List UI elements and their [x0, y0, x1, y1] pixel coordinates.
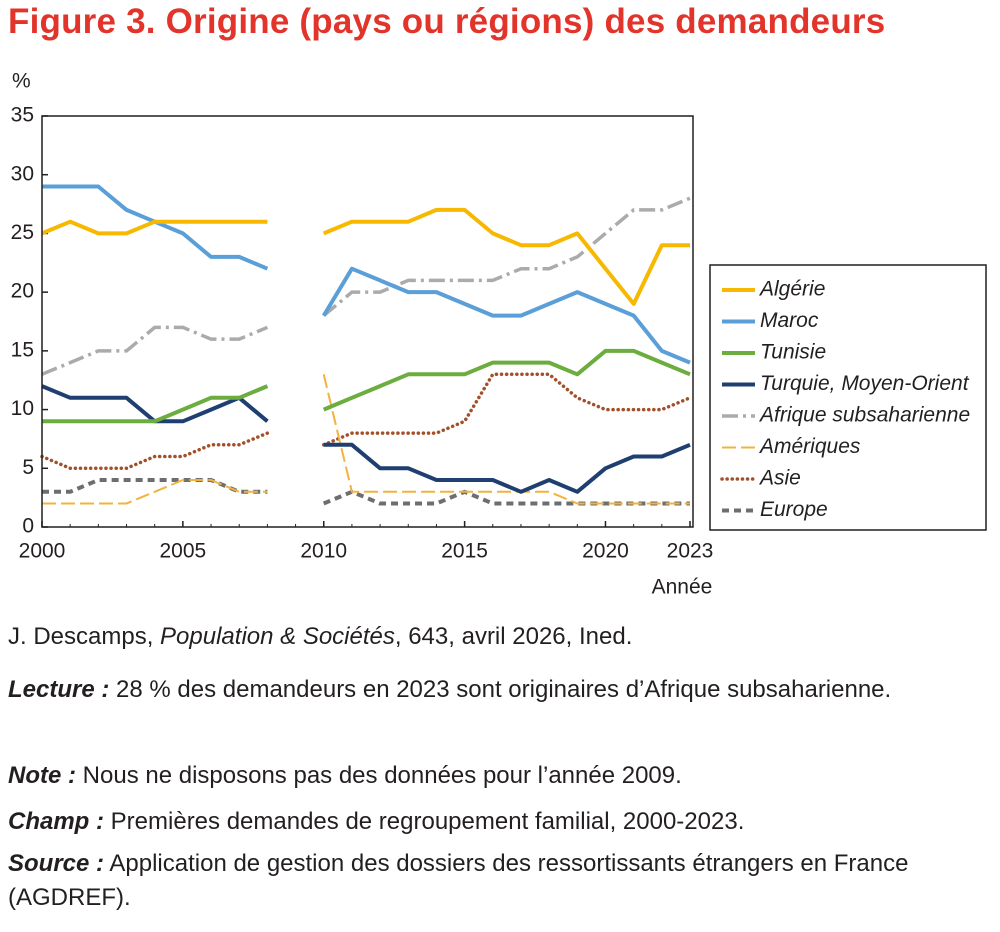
- series-line: [42, 348, 691, 424]
- y-tick-label: 5: [22, 456, 34, 479]
- champ-label: Champ :: [8, 808, 104, 835]
- y-tick-label: 20: [11, 280, 34, 303]
- x-tick-label: 2005: [160, 540, 207, 563]
- legend-label: Maroc: [760, 309, 819, 332]
- credit-journal: Population & Sociétés: [160, 623, 395, 650]
- y-tick-label: 10: [11, 397, 34, 420]
- champ: Champ : Premières demandes de regroupeme…: [8, 805, 988, 839]
- legend-label: Afrique subsaharienne: [758, 404, 970, 427]
- series-line: [40, 372, 692, 471]
- series-line: [41, 207, 690, 306]
- legend-box: [709, 264, 987, 531]
- series-line: [41, 384, 691, 494]
- x-tick-label: 2015: [441, 540, 488, 563]
- x-tick-label: 2000: [19, 540, 66, 563]
- y-tick-label: 0: [22, 515, 34, 538]
- champ-text: Premières demandes de regroupement famil…: [104, 808, 745, 835]
- legend-label: Tunisie: [760, 341, 826, 364]
- source-label: Source :: [8, 850, 105, 877]
- y-tick-label: 30: [11, 162, 34, 185]
- x-tick-label: 2023: [667, 540, 714, 563]
- note-text: Nous ne disposons pas des données pour l…: [76, 762, 682, 789]
- series-line: [41, 196, 691, 376]
- x-axis-label: Année: [652, 576, 713, 599]
- credit: J. Descamps, Population & Sociétés, 643,…: [8, 620, 988, 654]
- y-tick-label: 25: [11, 221, 34, 244]
- legend-label: Amériques: [758, 435, 861, 458]
- series-line: [42, 184, 691, 365]
- x-tick-label: 2020: [582, 540, 629, 563]
- lecture-label: Lecture :: [8, 676, 110, 703]
- y-tick-label: 15: [11, 338, 34, 361]
- chart-title: Figure 3. Origine (pays ou régions) des …: [8, 2, 886, 41]
- credit-rest: , 643, avril 2026, Ined.: [394, 623, 633, 650]
- series-line: [42, 374, 690, 505]
- note: Note : Nous ne disposons pas des données…: [8, 759, 988, 793]
- note-label: Note :: [8, 762, 76, 789]
- lecture: Lecture : 28 % des demandeurs en 2023 so…: [8, 673, 988, 707]
- source-text: Application de gestion des dossiers des …: [8, 850, 909, 911]
- y-axis-label: %: [12, 70, 31, 93]
- source: Source : Application de gestion des doss…: [8, 847, 988, 915]
- legend-label: Asie: [758, 467, 801, 490]
- legend-label: Turquie, Moyen-Orient: [760, 372, 970, 395]
- chart: % Année 0 5 10 15 20 25 30 35 2000 2005 2010 2015 2020…: [11, 70, 987, 599]
- x-tick-label: 2010: [300, 540, 347, 563]
- y-tick-label: 35: [11, 104, 34, 127]
- legend-label: Algérie: [758, 278, 825, 301]
- plot-frame: [41, 115, 694, 528]
- lecture-text: 28 % des demandeurs en 2023 sont origina…: [109, 676, 892, 703]
- credit-author: J. Descamps,: [8, 623, 161, 650]
- legend-label: Europe: [760, 498, 828, 521]
